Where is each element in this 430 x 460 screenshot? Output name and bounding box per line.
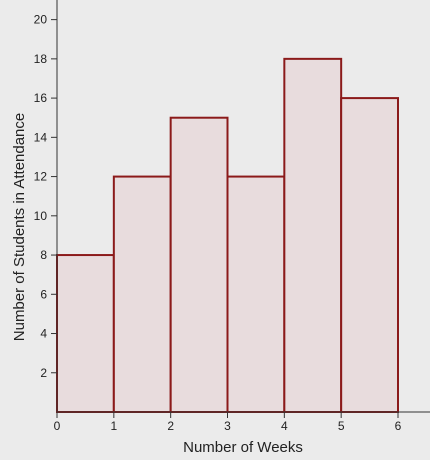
y-tick-label: 16 bbox=[34, 91, 48, 105]
bars-layer bbox=[56, 57, 399, 413]
histogram-bar-4 bbox=[283, 57, 343, 413]
y-tick-label: 12 bbox=[34, 170, 48, 184]
histogram-bar-3 bbox=[226, 175, 286, 413]
y-tick-label: 8 bbox=[40, 248, 47, 262]
x-tick-label: 3 bbox=[224, 419, 231, 433]
x-tick-label: 1 bbox=[110, 419, 117, 433]
y-tick-label: 6 bbox=[40, 287, 47, 301]
x-axis-title: Number of Weeks bbox=[183, 439, 303, 456]
histogram-bar-0 bbox=[56, 254, 115, 413]
y-tick-label: 20 bbox=[34, 13, 48, 27]
histogram-bar-1 bbox=[112, 175, 172, 413]
y-tick-label: 18 bbox=[34, 52, 48, 66]
x-tick-label: 4 bbox=[281, 419, 288, 433]
y-axis-title: Number of Students in Attendance bbox=[11, 113, 28, 341]
x-tick-label: 0 bbox=[54, 419, 61, 433]
y-tick-label: 14 bbox=[34, 130, 48, 144]
y-tick-label: 4 bbox=[40, 327, 47, 341]
x-tick-label: 2 bbox=[167, 419, 174, 433]
histogram-bar-2 bbox=[169, 116, 229, 413]
histogram-bar-5 bbox=[340, 97, 399, 413]
y-tick-label: 10 bbox=[34, 209, 48, 223]
x-tick-label: 6 bbox=[395, 419, 402, 433]
x-tick-label: 5 bbox=[338, 419, 345, 433]
y-tick-label: 2 bbox=[40, 366, 47, 380]
